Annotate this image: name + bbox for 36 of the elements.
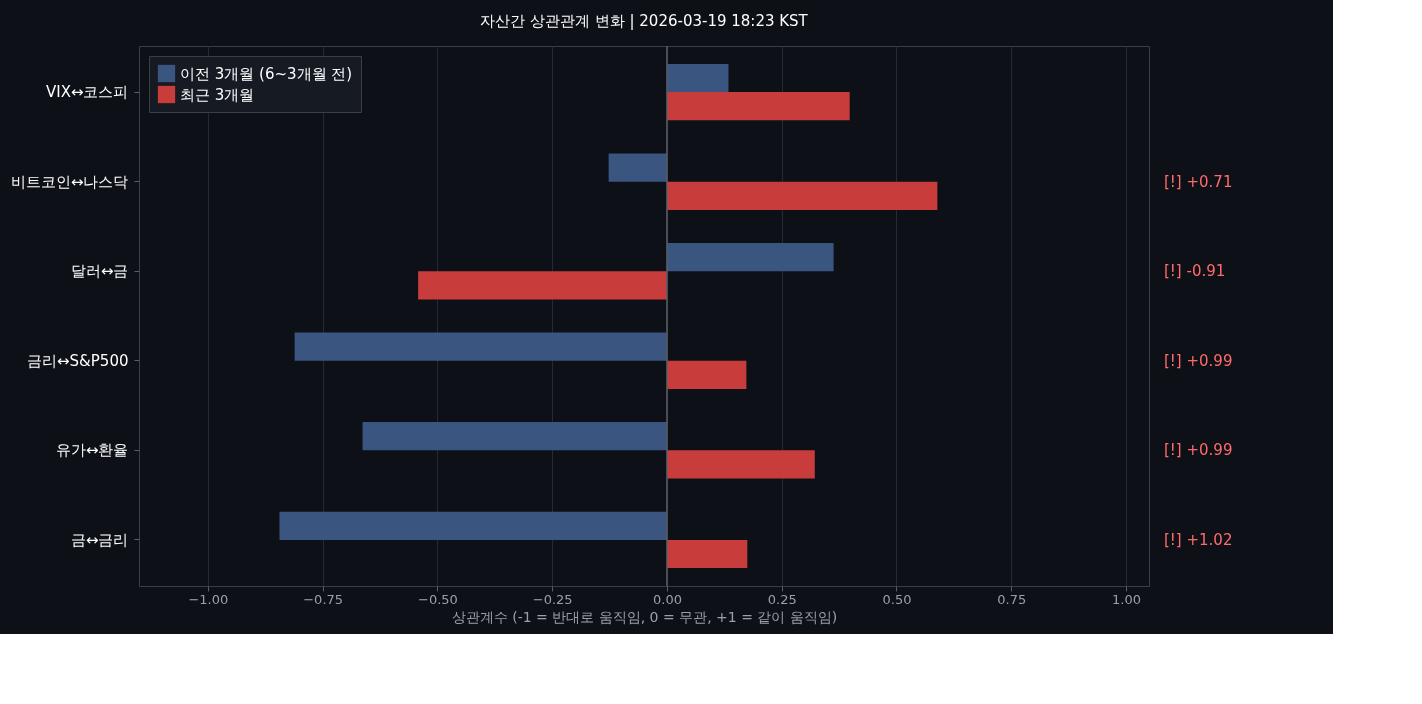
bar [666, 92, 850, 121]
text: [!] +0.99 [1164, 441, 1233, 460]
text: [!] -0.91 [1164, 262, 1226, 281]
y-tick-label: 유가↔환율 [55, 441, 129, 460]
bar [666, 360, 747, 389]
bar [608, 153, 667, 182]
text: [!] +0.71 [1164, 172, 1233, 191]
x-tick-label: 0.50 [882, 591, 912, 607]
x-tick-label: −0.25 [532, 591, 573, 607]
x-tick-label: 0.00 [652, 591, 682, 607]
bar [666, 63, 729, 93]
legend-label: 최근 3개월 [180, 85, 255, 104]
legend-label: 이전 3개월 (6~3개월 전) [180, 64, 353, 83]
x-tick-label: −1.00 [188, 591, 229, 607]
y-tick-label: 금↔금리 [70, 530, 129, 549]
x-axis-title: 상관계수 (-1 = 반대로 움직임, 0 = 무관, +1 = 같이 움직임) [451, 608, 838, 625]
x-tick-label: −0.75 [303, 591, 344, 607]
x-tick-label: 0.25 [767, 591, 797, 607]
bar [279, 511, 667, 540]
bar [294, 332, 667, 361]
bar [418, 271, 667, 300]
bar [666, 181, 938, 210]
x-tick-label: 1.00 [1112, 591, 1142, 607]
x-tick-label: −0.50 [417, 591, 458, 607]
text: [!] +0.99 [1164, 351, 1233, 370]
bar [666, 539, 748, 569]
bar [666, 450, 815, 479]
y-tick-label: 비트코인↔나스닥 [10, 172, 129, 191]
bar [362, 422, 667, 451]
chart-title: 자산간 상관관계 변화 | 2026-03-19 18:23 KST [480, 12, 809, 31]
y-tick-label: VIX↔코스피 [45, 83, 129, 102]
y-tick-label: 달러↔금 [70, 262, 129, 281]
bar [666, 243, 834, 272]
x-tick-label: 0.75 [997, 591, 1027, 607]
text: [!] +1.02 [1164, 530, 1233, 549]
y-tick-label: 금리↔S&P500 [27, 351, 129, 370]
